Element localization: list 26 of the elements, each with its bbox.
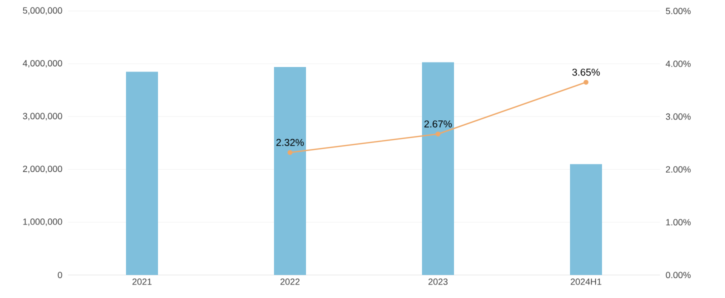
- point: [436, 132, 440, 136]
- y2-tick-label: 4.00%: [666, 60, 691, 67]
- y2-tick-label: 3.00%: [666, 113, 691, 120]
- bar: [274, 66, 306, 275]
- y2-tick-label: 5.00%: [666, 8, 691, 14]
- bar: [126, 72, 158, 275]
- y-tick-label: 1,000,000: [23, 218, 62, 226]
- y2-tick-label: 0.00%: [666, 272, 691, 278]
- x-tick-label: 2023: [428, 278, 448, 285]
- y2-tick-label: 1.00%: [666, 219, 691, 226]
- x-tick-label: 2024H1: [570, 278, 602, 285]
- y-tick-label: 4,000,000: [22, 60, 62, 68]
- y-tick-label: 2,000,000: [23, 166, 62, 174]
- bar: [422, 62, 454, 275]
- y-tick-label: 3,000,000: [22, 112, 62, 120]
- y-tick-label: 0: [58, 272, 62, 278]
- point: [288, 150, 292, 155]
- data-label: 2.32%: [276, 138, 304, 146]
- data-label: 3.65%: [572, 68, 600, 76]
- y2-tick-label: 2.00%: [666, 166, 691, 173]
- point: [584, 80, 588, 85]
- bar: [570, 164, 602, 275]
- data-label: 2.67%: [424, 120, 452, 128]
- x-tick-label: 2022: [280, 278, 300, 285]
- x-tick-label: 2021: [132, 278, 152, 285]
- y-tick-label: 5,000,000: [22, 7, 62, 15]
